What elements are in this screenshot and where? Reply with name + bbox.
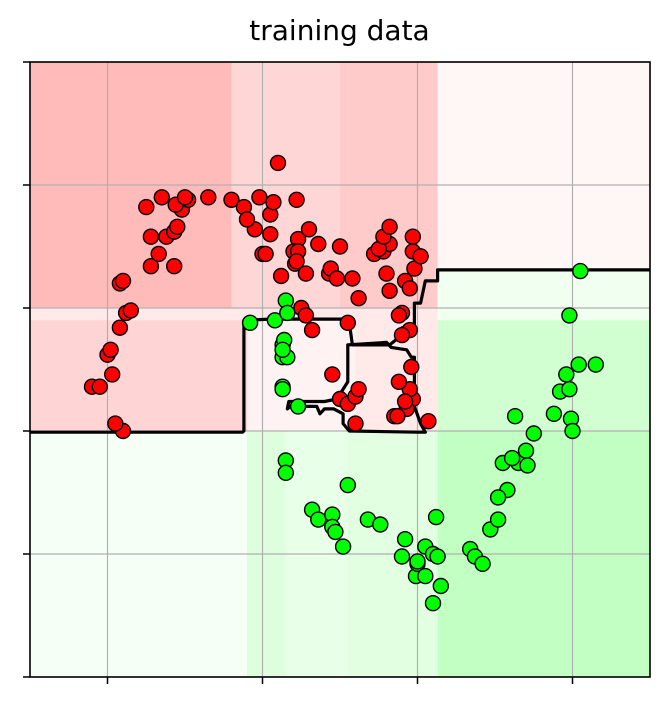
green-point	[519, 457, 536, 474]
green-point	[396, 531, 414, 548]
red-point	[390, 307, 408, 324]
green-point	[277, 464, 294, 481]
red-point	[404, 228, 421, 245]
red-point	[257, 245, 274, 263]
green-point	[564, 422, 581, 440]
green-point	[409, 553, 426, 570]
red-point	[331, 238, 349, 255]
red-point	[111, 319, 129, 336]
green-point	[266, 312, 284, 329]
red-point	[150, 245, 167, 263]
red-point	[401, 280, 418, 297]
green-point	[241, 314, 259, 331]
green-point	[489, 489, 507, 506]
red-point	[297, 265, 315, 282]
red-point	[142, 228, 160, 245]
red-point	[310, 235, 327, 253]
green-point	[517, 442, 535, 459]
region-cell	[437, 62, 650, 272]
red-point	[339, 314, 356, 331]
red-point	[297, 307, 315, 324]
red-point	[153, 189, 171, 206]
green-point	[474, 555, 491, 572]
green-point	[427, 508, 445, 526]
green-point	[327, 523, 344, 541]
green-point	[279, 304, 296, 322]
red-point	[300, 221, 318, 238]
green-point	[289, 398, 307, 415]
green-point	[274, 381, 291, 398]
red-point	[272, 267, 290, 285]
red-point	[114, 272, 132, 290]
red-point	[176, 189, 194, 206]
red-point	[344, 270, 361, 287]
red-point	[288, 253, 305, 270]
red-point	[169, 218, 186, 236]
green-point	[424, 595, 442, 612]
green-point	[429, 548, 446, 565]
red-point	[347, 415, 364, 432]
red-point	[102, 341, 119, 358]
green-point	[503, 449, 521, 467]
axis-ticks	[23, 61, 574, 684]
red-point	[390, 373, 408, 390]
green-point	[572, 262, 589, 280]
red-point	[396, 393, 414, 410]
region-cell	[30, 320, 247, 431]
red-point	[389, 408, 406, 425]
red-point	[288, 191, 305, 209]
green-point	[561, 307, 578, 324]
red-point	[262, 225, 279, 243]
green-point	[310, 511, 327, 528]
green-point	[558, 366, 575, 383]
green-point	[339, 476, 356, 494]
green-point	[372, 516, 389, 533]
red-point	[200, 189, 217, 206]
decision-boundary	[30, 268, 650, 434]
red-point	[269, 154, 287, 172]
red-point	[138, 198, 155, 216]
red-point	[328, 270, 346, 287]
green-point	[545, 405, 563, 422]
green-point	[393, 548, 411, 565]
red-point	[238, 211, 256, 228]
red-point	[324, 366, 341, 383]
chart-title: training data	[249, 14, 430, 47]
red-point	[103, 366, 121, 383]
green-point	[417, 567, 434, 585]
red-point	[142, 258, 160, 275]
red-point	[403, 358, 420, 376]
data-points	[83, 154, 604, 612]
red-point	[122, 302, 140, 319]
green-point	[561, 381, 578, 398]
red-point	[223, 191, 240, 209]
red-point	[303, 321, 321, 339]
red-point	[107, 415, 124, 432]
red-point	[265, 193, 282, 211]
red-point	[350, 381, 367, 398]
red-point	[165, 258, 183, 275]
red-point	[381, 218, 398, 236]
green-point	[334, 538, 352, 555]
decision-regions	[30, 62, 650, 677]
green-point	[489, 511, 507, 528]
red-point	[91, 378, 109, 395]
red-point	[251, 189, 268, 206]
red-point	[412, 248, 429, 265]
red-point	[350, 290, 367, 307]
green-point	[587, 356, 604, 373]
red-point	[378, 265, 395, 282]
red-point	[420, 413, 437, 430]
green-point	[274, 341, 291, 358]
green-point	[432, 577, 449, 595]
green-point	[570, 356, 587, 373]
green-point	[506, 408, 524, 425]
green-point	[525, 425, 542, 442]
red-point	[393, 326, 411, 344]
red-point	[381, 282, 398, 299]
plot-frame	[29, 61, 651, 678]
